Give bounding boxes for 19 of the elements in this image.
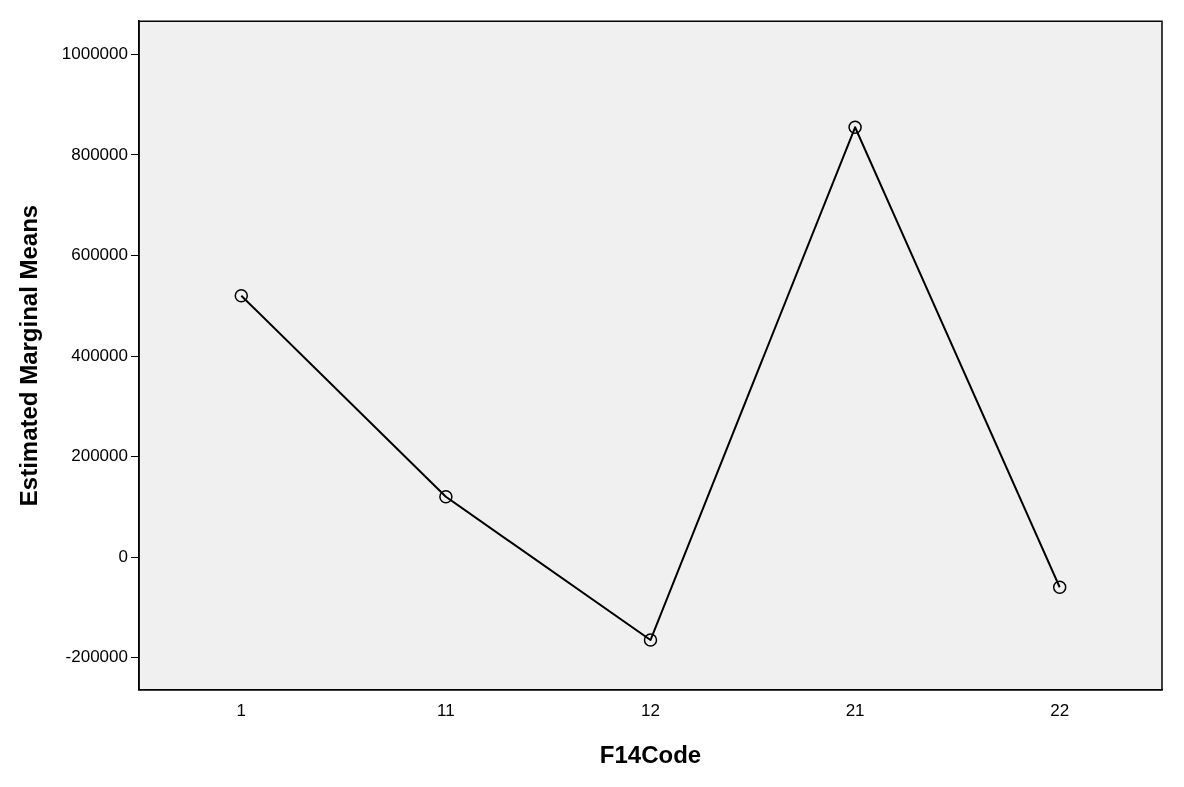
x-tick-label: 12 xyxy=(641,700,660,720)
point xyxy=(439,490,453,504)
y-tick-label: 400000 xyxy=(71,345,128,365)
point xyxy=(234,288,249,303)
x-tick-label: 21 xyxy=(845,700,865,720)
point xyxy=(1052,580,1067,594)
x-axis-title: F14Code xyxy=(599,741,702,769)
y-tick-label: 0 xyxy=(118,546,128,566)
y-tick-label: 200000 xyxy=(71,446,128,466)
x-tick-label: 1 xyxy=(236,700,247,720)
x-tick-label: 11 xyxy=(437,700,455,720)
y-axis-title: Estimated Marginal Means xyxy=(15,204,43,507)
point xyxy=(643,633,658,647)
y-tick-label: 800000 xyxy=(71,144,128,164)
y-tick-label: 600000 xyxy=(71,245,128,265)
x-tick-label: 22 xyxy=(1050,700,1070,720)
point xyxy=(848,120,862,135)
y-tick-label: 1000000 xyxy=(61,44,128,64)
y-tick-label: -200000 xyxy=(65,647,128,667)
